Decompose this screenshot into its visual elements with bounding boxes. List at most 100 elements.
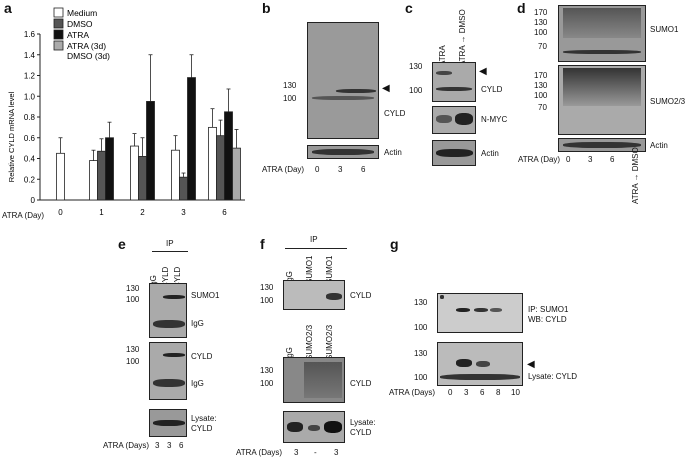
bar	[130, 145, 139, 201]
band-label-nmyc: N-MYC	[481, 115, 508, 124]
lane-d-0: 0	[566, 155, 571, 164]
legend-label: DMSO	[67, 19, 93, 29]
arrow-icon: ◀	[479, 66, 487, 77]
lane-b-3: 3	[338, 165, 343, 174]
blot-c-cyld	[432, 62, 476, 102]
mw-130: 130	[260, 366, 274, 375]
blot-f-sumo1	[283, 280, 345, 310]
bar	[171, 149, 180, 201]
arrow-icon: ◀	[527, 359, 535, 370]
lysate-label: Lysate: CYLD	[528, 372, 578, 381]
band-label-actin: Actin	[481, 149, 499, 158]
mw-170: 170	[534, 8, 548, 17]
bar	[89, 160, 98, 201]
lane-f-sumo23-2: SUMO2/3	[325, 324, 334, 360]
xlabel-f: ATRA (Days)	[236, 448, 283, 457]
day-g-0: 0	[448, 388, 453, 397]
mw-100: 100	[260, 296, 274, 305]
arrow-icon: ◀	[382, 83, 390, 94]
wb-cyld-label: WB: CYLD	[528, 315, 567, 324]
blot-d-sumo1	[558, 5, 646, 62]
y-tick-label: 1.6	[24, 30, 36, 39]
lane-d-6: 6	[610, 155, 615, 164]
band-label-sumo23: SUMO2/3	[650, 97, 685, 106]
bar	[208, 126, 217, 201]
x-tick-label: 1	[99, 208, 104, 217]
band-label-cyld: CYLD	[350, 379, 372, 388]
lane-f-sumo23: SUMO2/3	[305, 324, 314, 360]
panel-label-e: e	[118, 236, 126, 252]
day-e-3: 6	[179, 441, 184, 450]
mw-100: 100	[414, 373, 428, 382]
band-label-cyld: CYLD	[191, 352, 213, 361]
panel-label-g: g	[390, 236, 399, 252]
mw-170: 170	[534, 71, 548, 80]
mw-130: 130	[534, 81, 548, 90]
y-tick-label: 0	[31, 196, 36, 205]
bar	[105, 137, 114, 201]
day-f-1: 3	[294, 448, 299, 457]
mw-70: 70	[538, 103, 547, 112]
day-g-3: 3	[464, 388, 469, 397]
x-tick-label: 0	[58, 208, 63, 217]
mw-130: 130	[126, 345, 140, 354]
bar	[179, 176, 188, 201]
mw-100: 100	[409, 86, 423, 95]
y-tick-label: 0.4	[24, 155, 36, 164]
bar-chart: 0 0.2 0.4 0.6 0.8 1.0 1.2 1.4 1.6 Relative CYLD m…	[7, 7, 245, 217]
mw-100: 100	[534, 28, 548, 37]
legend-swatch	[53, 29, 64, 40]
band-label-sumo1: SUMO1	[650, 25, 679, 34]
blot-e-cyld	[149, 342, 187, 400]
lysate-label: Lysate: CYLD	[350, 418, 376, 437]
ip-label: IP	[166, 239, 174, 248]
band-label-cyld: CYLD	[384, 109, 406, 118]
mw-130: 130	[534, 18, 548, 27]
blot-f-lysate	[283, 411, 345, 443]
legend-swatch	[53, 7, 64, 18]
ip-label: IP	[310, 235, 318, 244]
mw-70: 70	[538, 42, 547, 51]
legend-label: DMSO (3d)	[67, 51, 110, 61]
band-label-cyld: CYLD	[481, 85, 503, 94]
mw-130: 130	[260, 283, 274, 292]
band-label-actin: Actin	[384, 148, 402, 157]
bar	[232, 147, 241, 201]
mw-130: 130	[414, 349, 428, 358]
x-tick-label: 3	[181, 208, 186, 217]
y-tick-label: 1.4	[24, 51, 36, 60]
mw-100: 100	[534, 91, 548, 100]
lane-b-0: 0	[315, 165, 320, 174]
blot-d-actin	[558, 138, 646, 152]
blot-f-sumo23	[283, 357, 345, 403]
mw-100: 100	[283, 94, 297, 103]
mw-100: 100	[414, 323, 428, 332]
mw-100: 100	[260, 379, 274, 388]
lane-d-atra-dmso: ATRA → DMSO	[631, 147, 640, 204]
panel-label-c: c	[405, 0, 413, 16]
lane-c-atra-dmso: ATRA → DMSO	[458, 9, 467, 66]
mw-100: 100	[126, 295, 140, 304]
lane-d-3: 3	[588, 155, 593, 164]
ip-sumo1-label: IP: SUMO1	[528, 305, 569, 314]
bar	[97, 150, 106, 201]
xlabel-b: ATRA (Day)	[262, 165, 305, 174]
legend-swatch	[53, 18, 64, 29]
legend-label: ATRA (3d)	[67, 41, 106, 51]
bar	[56, 152, 65, 201]
y-tick-label: 1.0	[24, 92, 36, 101]
blot-c-nmyc	[432, 106, 476, 134]
day-f-3: 3	[334, 448, 339, 457]
mw-130: 130	[409, 62, 423, 71]
panel-label-f: f	[260, 236, 265, 252]
chart-xlabel: ATRA (Day)	[2, 211, 45, 220]
x-tick-label: 2	[140, 208, 145, 217]
y-tick-label: 0.2	[24, 175, 36, 184]
y-tick-label: 0.8	[24, 113, 36, 122]
mw-100: 100	[126, 357, 140, 366]
legend-label: Medium	[67, 8, 97, 18]
bar	[216, 135, 225, 201]
lysate-label: Lysate: CYLD	[191, 414, 217, 433]
lane-b-6: 6	[361, 165, 366, 174]
mw-130: 130	[126, 284, 140, 293]
